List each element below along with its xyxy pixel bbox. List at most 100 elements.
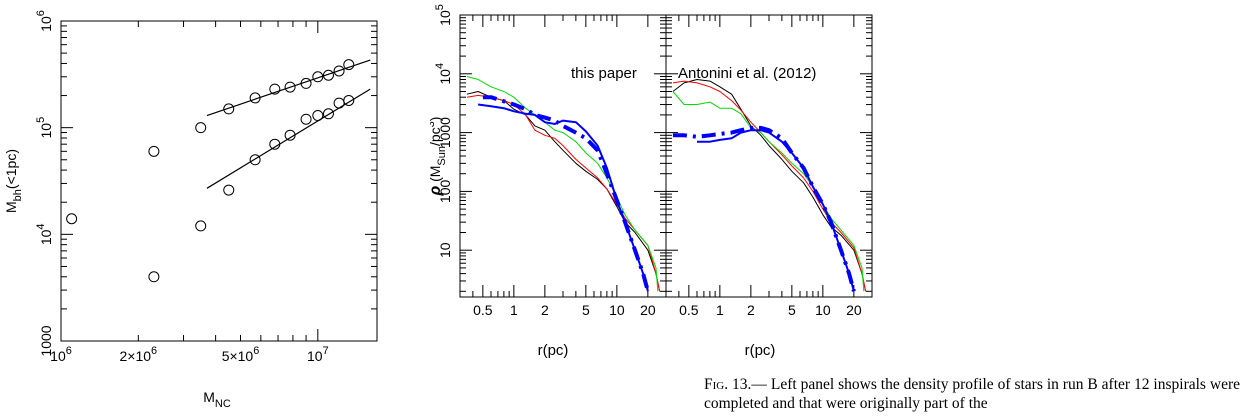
rho-units-sub: Sun xyxy=(436,146,448,166)
rho-units-mid: /pc xyxy=(430,127,443,146)
density-profile-line xyxy=(466,76,659,292)
data-point xyxy=(322,69,334,81)
data-point xyxy=(343,94,355,106)
x-tick-label: 20 xyxy=(846,302,862,318)
y-tick-label: 104 xyxy=(434,63,453,85)
y-tick-label-exp: 5 xyxy=(434,4,446,10)
fit-line xyxy=(206,59,371,117)
figure-caption: Fig. 13.— Left panel shows the density p… xyxy=(704,375,1240,413)
data-point xyxy=(284,129,296,141)
left-y-axis-label: Mbh(<1pc) xyxy=(3,149,24,213)
density-profile-line xyxy=(482,95,650,292)
x-tick-label-base: 2×10 xyxy=(119,348,151,364)
x-tick-label: 0.5 xyxy=(679,302,699,318)
x-tick-label: 106 xyxy=(50,345,72,364)
y-tick-label: 1000 xyxy=(437,117,453,148)
x-axis-label-left-panel: r(pc) xyxy=(538,342,569,359)
y-tick-label-exp: 6 xyxy=(35,10,47,16)
data-point xyxy=(300,77,312,89)
data-point xyxy=(223,103,235,115)
y-tick-label-exp: 4 xyxy=(35,224,47,230)
panel-antonini-lines xyxy=(672,79,867,292)
y-tick-label-base: 10 xyxy=(38,123,54,139)
panel-this-paper-lines xyxy=(466,76,661,292)
data-point xyxy=(343,59,355,71)
x-tick-label: 5 xyxy=(788,302,796,318)
panel-label-this-paper: this paper xyxy=(571,65,637,82)
x-tick-label: 0.5 xyxy=(473,302,493,318)
y-tick-label: 106 xyxy=(35,10,54,32)
y-label-main: M xyxy=(3,201,19,213)
density-profile-line xyxy=(697,129,855,292)
x-tick-label-exp: 6 xyxy=(151,345,157,357)
x-tick-label: 2×106 xyxy=(119,345,157,364)
rho-symbol: ρ xyxy=(430,185,444,196)
data-point xyxy=(223,184,235,196)
left-x-axis-label: MNC xyxy=(203,389,231,410)
x-label-sub: NC xyxy=(215,398,231,410)
density-profile-line xyxy=(672,91,865,292)
left-plot-frame xyxy=(60,20,378,342)
rho-units-close: ) xyxy=(430,117,443,122)
x-tick-label: 107 xyxy=(307,345,329,364)
y-tick-label: 100 xyxy=(437,180,453,204)
y-tick-label: 104 xyxy=(35,224,54,246)
density-profile-line xyxy=(466,91,661,292)
caption-label: Fig. 13. xyxy=(704,376,752,393)
x-tick-label-base: 5×10 xyxy=(222,348,254,364)
data-point xyxy=(333,97,345,109)
data-point xyxy=(148,145,160,157)
y-tick-label: 105 xyxy=(35,117,54,139)
rho-units-sup: 3 xyxy=(430,121,437,127)
right-y-axis-label: ρ (MSun/pc3) xyxy=(430,117,448,197)
x-tick-label: 1 xyxy=(510,302,518,318)
left-fit-lines xyxy=(206,59,371,189)
caption-text: — Left panel shows the density profile o… xyxy=(704,376,1240,412)
data-point xyxy=(333,65,345,77)
data-point xyxy=(148,271,160,283)
x-tick-label-exp: 7 xyxy=(323,345,329,357)
x-tick-label: 2 xyxy=(747,302,755,318)
data-point xyxy=(269,83,281,95)
data-point xyxy=(300,113,312,125)
x-tick-label-exp: 6 xyxy=(66,345,72,357)
x-axis-label-right-panel: r(pc) xyxy=(745,342,776,359)
density-profile-line xyxy=(672,80,867,292)
x-tick-label-base: 10 xyxy=(50,348,66,364)
data-point xyxy=(284,81,296,93)
data-point xyxy=(269,138,281,150)
y-tick-label-base: 10 xyxy=(437,69,453,85)
x-tick-label: 20 xyxy=(640,302,656,318)
y-tick-label-exp: 4 xyxy=(434,63,446,69)
data-point xyxy=(195,220,207,232)
y-label-rest: (<1pc) xyxy=(3,149,19,189)
x-tick-label-base: 10 xyxy=(307,348,323,364)
data-point xyxy=(312,110,324,122)
data-point xyxy=(322,108,334,120)
data-point xyxy=(66,213,78,225)
x-tick-label: 2 xyxy=(541,302,549,318)
x-tick-label-exp: 6 xyxy=(253,345,259,357)
rho-units-open: (M xyxy=(430,166,443,186)
x-tick-label: 10 xyxy=(815,302,831,318)
panel-label-antonini: Antonini et al. (2012) xyxy=(678,65,816,82)
left-data-points xyxy=(66,59,355,283)
y-label-sub: bh xyxy=(12,189,24,201)
left-axis-ticks xyxy=(60,20,377,342)
density-profile-line xyxy=(672,79,867,292)
y-tick-label: 105 xyxy=(434,4,453,26)
y-tick-label: 10 xyxy=(437,242,453,258)
x-tick-label: 5×106 xyxy=(222,345,260,364)
data-point xyxy=(249,92,261,104)
data-point xyxy=(312,71,324,83)
x-tick-label: 10 xyxy=(609,302,625,318)
density-profile-line xyxy=(466,94,661,292)
y-tick-label-base: 10 xyxy=(38,16,54,32)
x-tick-label: 1 xyxy=(716,302,724,318)
density-profile-line xyxy=(672,125,856,292)
y-tick-label-exp: 5 xyxy=(35,117,47,123)
